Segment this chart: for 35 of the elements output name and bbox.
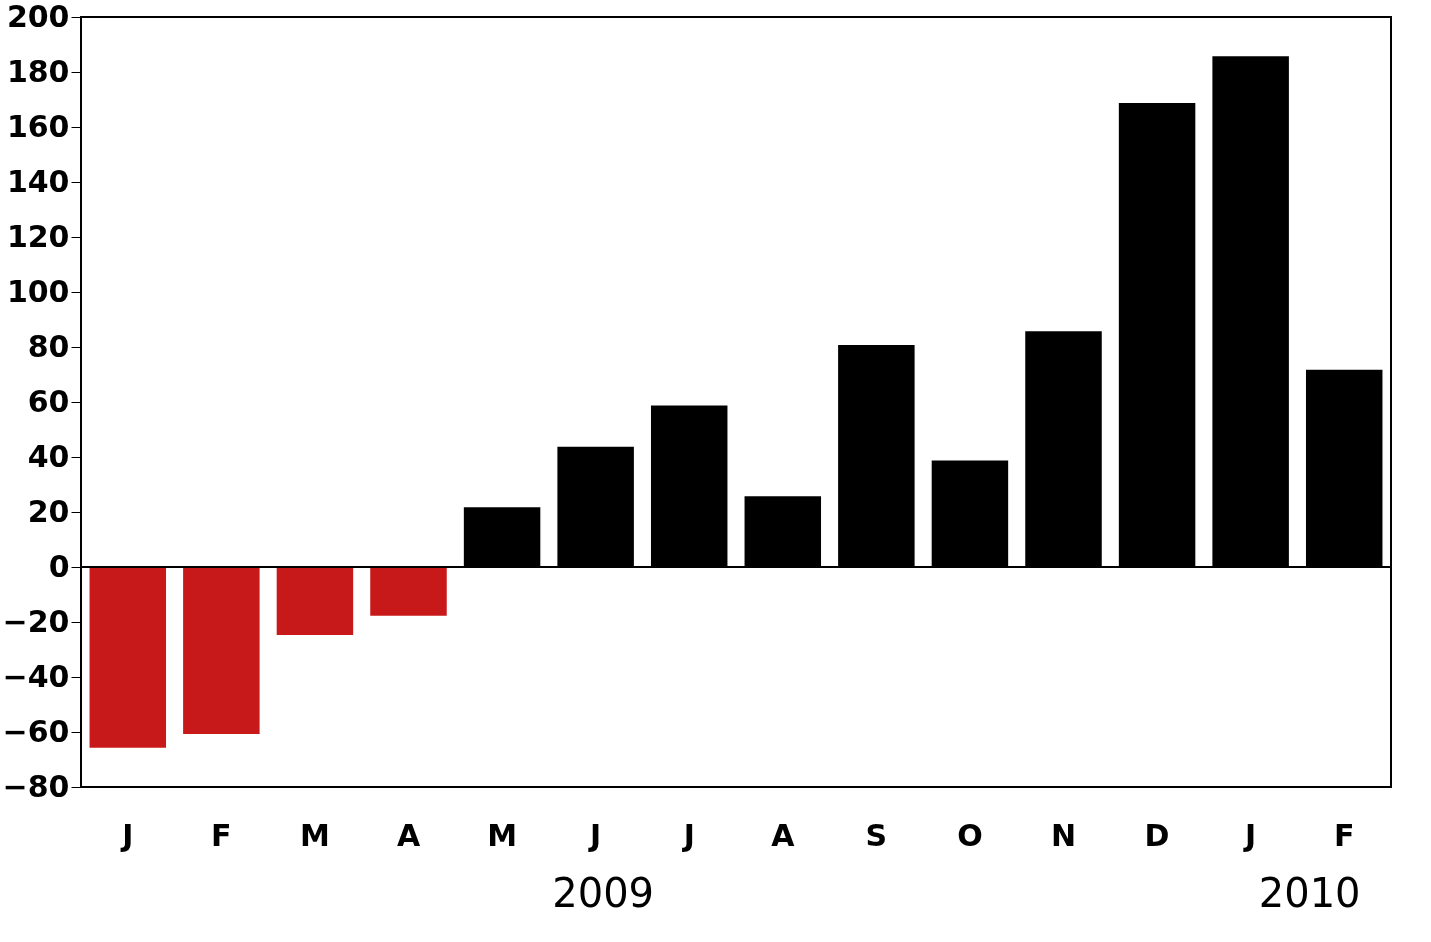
y-tick-label: 180 <box>6 53 70 89</box>
x-tick-label: S <box>865 817 888 853</box>
y-tick-label: 0 <box>48 548 70 584</box>
bar <box>275 566 355 637</box>
x-tick-label: M <box>300 817 330 853</box>
x-tick-label: J <box>588 817 602 853</box>
bar <box>368 566 449 618</box>
x-tick-label: D <box>1144 817 1170 853</box>
x-tick-label: F <box>211 817 232 853</box>
y-tick-label: 160 <box>6 108 70 144</box>
x-tick-label: J <box>681 817 695 853</box>
y-tick-label: 100 <box>6 273 70 309</box>
text: 2010 <box>1258 870 1361 916</box>
x-tick-label: M <box>487 817 517 853</box>
x-tick-label: A <box>771 817 796 853</box>
y-tick-label: 80 <box>27 328 70 364</box>
x-tick-label: N <box>1050 817 1077 853</box>
bar <box>181 566 262 736</box>
y-tick-label: 120 <box>6 218 70 254</box>
x-tick-label: O <box>957 817 983 853</box>
y-tick-label: 40 <box>27 438 70 474</box>
text: 2009 <box>552 870 655 916</box>
x-tick-label: F <box>1333 817 1355 853</box>
y-tick-label: −40 <box>2 658 70 694</box>
y-tick-label: −60 <box>2 713 70 749</box>
y-tick-label: 140 <box>6 163 70 199</box>
bar <box>88 566 168 750</box>
y-tick-label: 200 <box>6 0 70 34</box>
x-tick-label: A <box>396 817 421 853</box>
y-tick-label: 20 <box>27 493 70 529</box>
y-tick-label: −80 <box>2 768 70 804</box>
x-tick-label: J <box>1243 817 1257 853</box>
x-tick-label: J <box>120 817 134 853</box>
y-tick-label: −20 <box>2 603 70 639</box>
y-tick-label: 60 <box>27 383 70 419</box>
